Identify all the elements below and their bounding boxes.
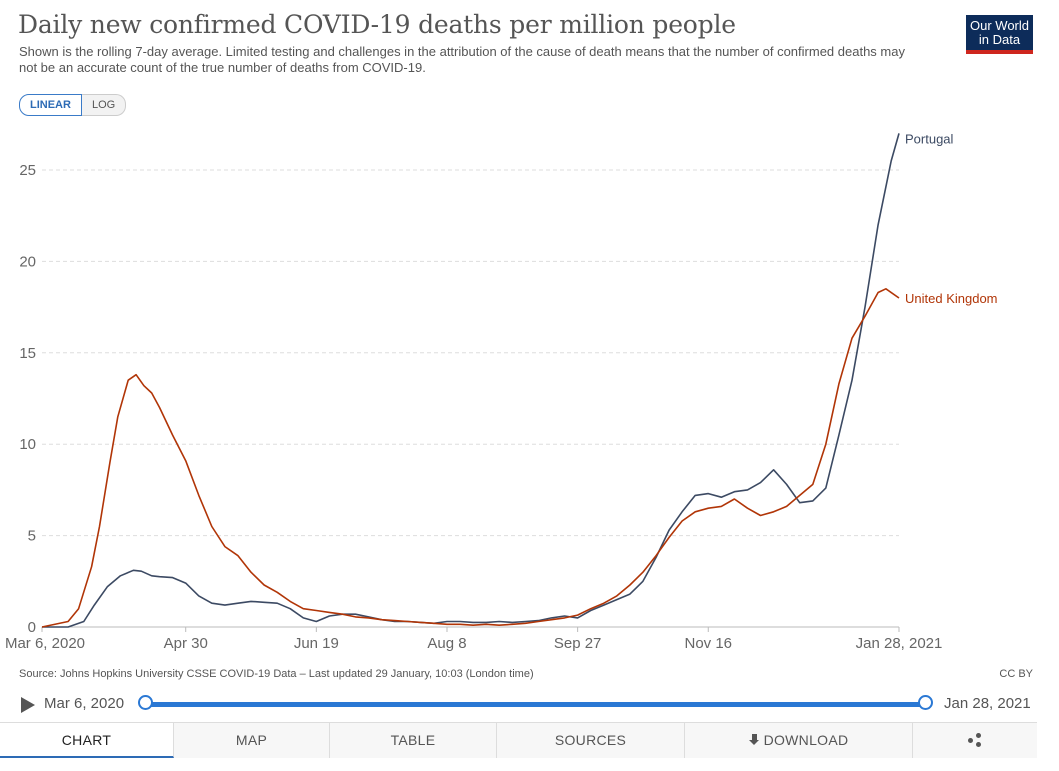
y-tick-label: 10 [19,436,36,453]
y-tick-label: 20 [19,253,36,270]
timeline-start-handle[interactable] [138,695,153,710]
x-tick-label: Jun 19 [294,635,339,652]
log-scale-button[interactable]: LOG [81,94,127,116]
license-link[interactable]: CC BY [999,668,1033,680]
linear-scale-button[interactable]: LINEAR [19,94,82,116]
x-tick-label: Sep 27 [554,635,602,652]
tab-download[interactable]: DOWNLOAD [685,723,913,758]
y-tick-label: 0 [28,619,36,636]
x-tick-label: Aug 8 [427,635,466,652]
y-tick-label: 25 [19,162,36,179]
y-tick-label: 15 [19,345,36,362]
timeline-end-label: Jan 28, 2021 [944,695,1031,712]
play-icon[interactable] [21,697,35,713]
y-tick-label: 5 [28,528,36,545]
download-icon [748,734,760,746]
tab-download-label: DOWNLOAD [763,732,849,748]
share-icon [968,733,982,747]
owid-logo[interactable]: Our World in Data [966,15,1033,54]
tab-bar: CHART MAP TABLE SOURCES DOWNLOAD [0,722,1037,758]
timeline-end-handle[interactable] [918,695,933,710]
series-label-united-kingdom: United Kingdom [905,291,998,306]
source-note[interactable]: Source: Johns Hopkins University CSSE CO… [19,668,534,680]
line-chart[interactable]: 0 5 10 15 20 25 Mar 6, 2020 Apr 30 Jun 19 Aug 8 Se… [0,120,1059,660]
x-tick-label: Jan 28, 2021 [856,635,943,652]
timeline: Mar 6, 2020 Jan 28, 2021 [0,690,1059,720]
chart-subtitle: Shown is the rolling 7-day average. Limi… [19,44,905,75]
timeline-start-label: Mar 6, 2020 [44,695,125,712]
chart-title: Daily new confirmed COVID-19 deaths per … [18,10,736,39]
series-label-portugal: Portugal [905,131,954,146]
tab-chart[interactable]: CHART [0,723,174,758]
share-button[interactable] [913,723,1037,758]
logo-line-2: in Data [978,32,1021,47]
x-tick-label: Nov 16 [684,635,732,652]
tab-table[interactable]: TABLE [330,723,497,758]
tab-sources[interactable]: SOURCES [497,723,685,758]
scale-toggle: LINEAR LOG [19,94,127,116]
x-tick-label: Mar 6, 2020 [5,635,85,652]
timeline-track[interactable] [146,702,926,707]
series-line-portugal [42,133,900,628]
logo-line-1: Our World [970,18,1029,33]
series-line-united-kingdom [41,288,900,628]
x-tick-label: Apr 30 [164,635,208,652]
tab-map[interactable]: MAP [174,723,330,758]
